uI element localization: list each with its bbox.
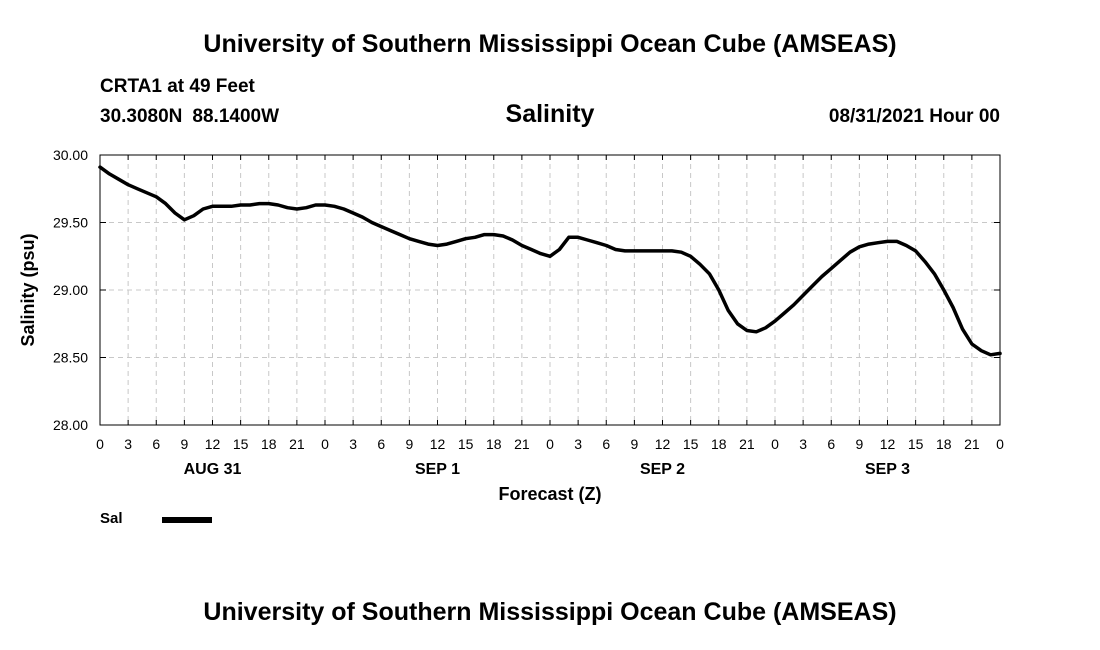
x-tick-label: 21 bbox=[514, 436, 530, 452]
day-label: SEP 2 bbox=[640, 461, 685, 478]
x-tick-label: 18 bbox=[936, 436, 952, 452]
day-label: AUG 31 bbox=[184, 461, 242, 478]
x-tick-label: 9 bbox=[405, 436, 413, 452]
x-tick-label: 18 bbox=[486, 436, 502, 452]
longitude-label: 88.1400W bbox=[192, 106, 280, 127]
x-tick-label: 3 bbox=[574, 436, 582, 452]
x-tick-label: 6 bbox=[602, 436, 610, 452]
x-tick-label: 12 bbox=[430, 436, 446, 452]
x-tick-label: 6 bbox=[377, 436, 385, 452]
x-tick-label: 0 bbox=[546, 436, 554, 452]
x-tick-label: 0 bbox=[771, 436, 779, 452]
y-tick-label: 28.00 bbox=[53, 417, 88, 433]
x-tick-label: 15 bbox=[683, 436, 699, 452]
x-tick-label: 0 bbox=[321, 436, 329, 452]
y-tick-label: 30.00 bbox=[53, 147, 88, 163]
latitude-label: 30.3080N bbox=[100, 106, 183, 127]
x-tick-label: 18 bbox=[711, 436, 727, 452]
x-tick-label: 12 bbox=[655, 436, 671, 452]
x-tick-label: 12 bbox=[880, 436, 896, 452]
x-tick-label: 6 bbox=[827, 436, 835, 452]
chart-top-title: University of Southern Mississippi Ocean… bbox=[203, 30, 897, 58]
x-tick-label: 0 bbox=[996, 436, 1004, 452]
x-tick-label: 9 bbox=[180, 436, 188, 452]
salinity-series-line bbox=[98, 165, 1002, 357]
station-label: CRTA1 at 49 Feet bbox=[100, 76, 255, 97]
x-tick-label: 3 bbox=[799, 436, 807, 452]
legend-line-swatch bbox=[162, 517, 212, 523]
series-layer bbox=[98, 165, 1002, 357]
y-tick-label: 29.00 bbox=[53, 282, 88, 298]
y-tick-label: 29.50 bbox=[53, 215, 88, 231]
day-label: SEP 1 bbox=[415, 461, 460, 478]
x-tick-label: 0 bbox=[96, 436, 104, 452]
legend-label: Sal bbox=[100, 510, 123, 527]
x-axis-label: Forecast (Z) bbox=[498, 484, 601, 504]
x-tick-label: 6 bbox=[152, 436, 160, 452]
x-tick-label: 15 bbox=[458, 436, 474, 452]
x-tick-label: 15 bbox=[908, 436, 924, 452]
x-tick-label: 15 bbox=[233, 436, 249, 452]
x-tick-label: 21 bbox=[739, 436, 755, 452]
y-tick-label: 28.50 bbox=[53, 350, 88, 366]
x-tick-label: 9 bbox=[630, 436, 638, 452]
grid-lines bbox=[100, 155, 1000, 425]
x-tick-label: 9 bbox=[855, 436, 863, 452]
y-axis-label: Salinity (psu) bbox=[18, 233, 38, 346]
day-label: SEP 3 bbox=[865, 461, 910, 478]
chart-bottom-title: University of Southern Mississippi Ocean… bbox=[203, 598, 897, 626]
x-tick-label: 21 bbox=[289, 436, 305, 452]
x-tick-label: 21 bbox=[964, 436, 980, 452]
x-tick-label: 3 bbox=[349, 436, 357, 452]
x-tick-label: 12 bbox=[205, 436, 221, 452]
x-tick-label: 3 bbox=[124, 436, 132, 452]
plot-frame bbox=[99, 154, 1001, 426]
tick-labels: 0 3 6 9 12 15 18 21 0 3 6 9 12 15 18 21 0 3 6 9 12 15 18 21 0 3 6 9… bbox=[53, 147, 1004, 478]
x-tick-label: 18 bbox=[261, 436, 277, 452]
variable-title: Salinity bbox=[505, 100, 595, 128]
forecast-datetime: 08/31/2021 Hour 00 bbox=[828, 106, 1000, 127]
station-coordinates: 30.3080N 88.1400W bbox=[100, 106, 279, 128]
